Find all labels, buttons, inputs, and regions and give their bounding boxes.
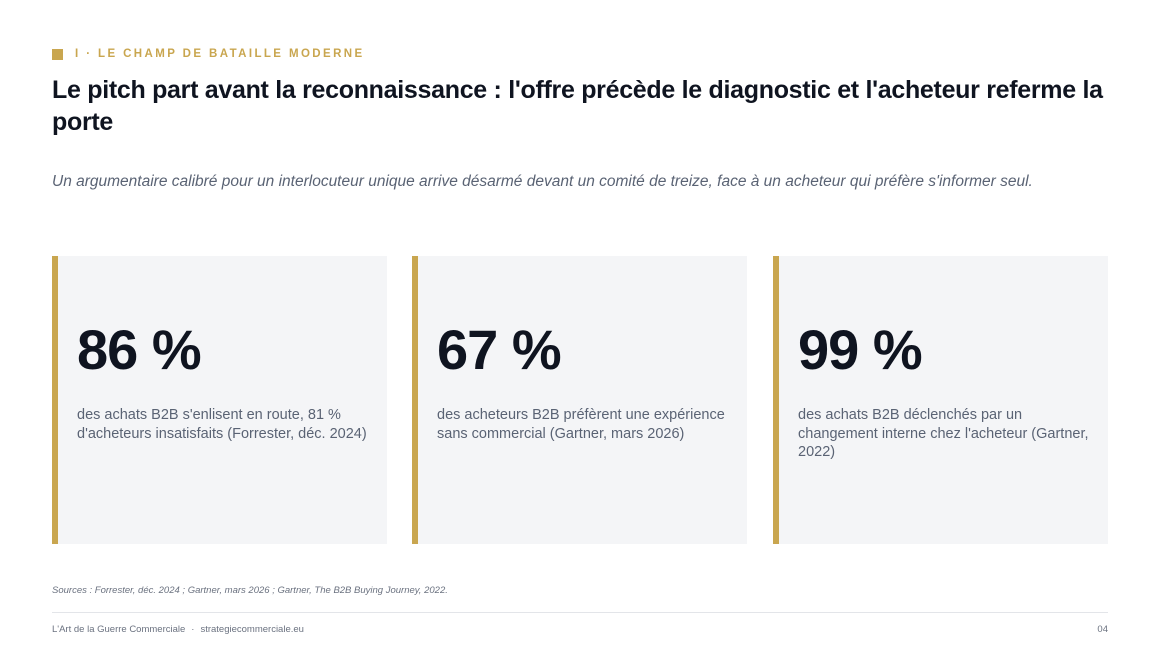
stat-value: 67 %: [437, 318, 562, 381]
gold-square-icon: [52, 48, 63, 60]
footer-separator: ·: [191, 624, 195, 635]
section-kicker: I · LE CHAMP DE BATAILLE MODERNE: [52, 47, 365, 61]
section-kicker-label: I · LE CHAMP DE BATAILLE MODERNE: [75, 48, 365, 60]
page-number: 04: [1097, 624, 1108, 635]
footer-divider: [52, 612, 1108, 613]
footer-brand-line: L'Art de la Guerre Commerciale · strategie…: [52, 624, 304, 636]
stat-card-2: 67 % des acheteurs B2B préfèrent une exp…: [412, 256, 747, 544]
stat-description: des achats B2B déclenchés par un changem…: [798, 407, 1089, 460]
footer-brand: L'Art de la Guerre Commerciale: [52, 624, 186, 635]
page-subtitle: Un argumentaire calibré pour un interloc…: [52, 173, 1033, 190]
slide: I · LE CHAMP DE BATAILLE MODERNE Le pitc…: [52, 0, 1108, 653]
page-title: Le pitch part avant la reconnaissance : …: [52, 76, 1103, 136]
footer-website: strategiecommerciale.eu: [200, 624, 304, 635]
stat-description: des achats B2B s'enlisent en route, 81 %…: [77, 407, 367, 442]
stat-cards: 86 % des achats B2B s'enlisent en route,…: [52, 256, 1108, 544]
sources-note: Sources : Forrester, déc. 2024 ; Gartner…: [52, 585, 448, 596]
stat-card-3: 99 % des achats B2B déclenchés par un ch…: [773, 256, 1108, 544]
stat-value: 86 %: [77, 318, 202, 381]
stat-value: 99 %: [798, 318, 923, 381]
stat-card-1: 86 % des achats B2B s'enlisent en route,…: [52, 256, 387, 544]
stat-description: des acheteurs B2B préfèrent une expérien…: [437, 407, 725, 442]
